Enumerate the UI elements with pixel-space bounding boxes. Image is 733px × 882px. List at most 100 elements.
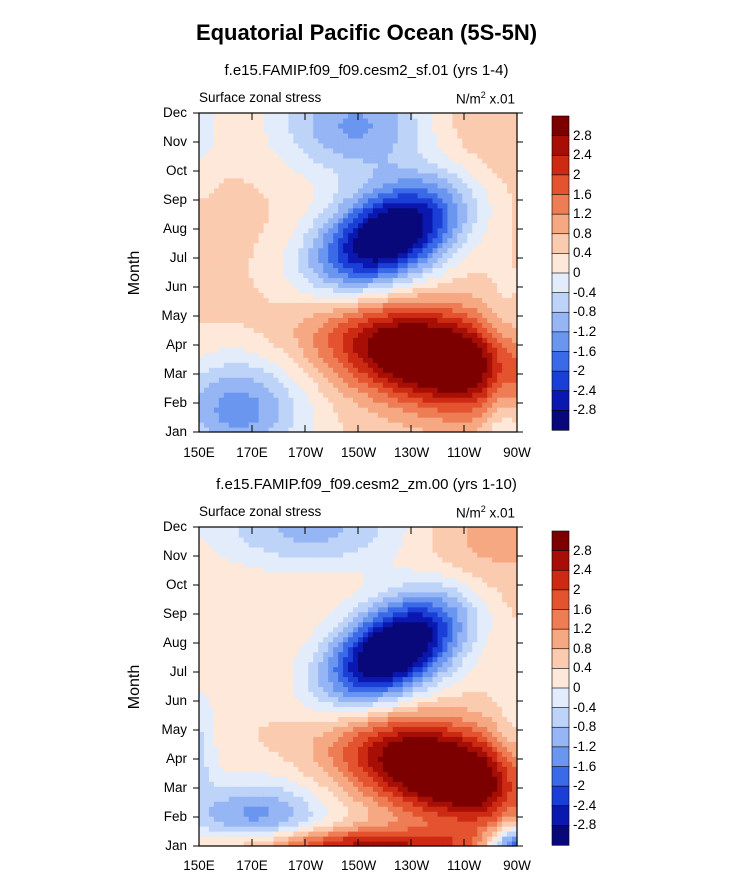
heatmap-cell [268, 322, 275, 328]
heatmap-cell [472, 262, 478, 269]
heatmap-cell [362, 147, 369, 154]
heatmap-cell [223, 551, 230, 558]
heatmap-cell [208, 631, 215, 638]
heatmap-cell [258, 207, 265, 214]
heatmap-cell [392, 337, 399, 343]
heatmap-cell [392, 122, 399, 129]
heatmap-cell [382, 127, 389, 134]
heatmap-cell [298, 332, 304, 338]
heatmap-cell [402, 257, 409, 264]
heatmap-cell [397, 197, 404, 204]
heatmap-cell [402, 382, 409, 388]
heatmap-cell [233, 322, 240, 328]
heatmap-cell [462, 202, 468, 209]
heatmap-cell [218, 172, 225, 179]
heatmap-cell [387, 172, 394, 179]
heatmap-cell [382, 227, 389, 234]
heatmap-cell [253, 626, 260, 633]
heatmap-cell [333, 217, 339, 224]
heatmap-cell [482, 202, 488, 209]
heatmap-cell [343, 247, 349, 254]
heatmap-cell [497, 232, 503, 239]
heatmap-cell [348, 412, 354, 418]
heatmap-cell [278, 317, 285, 323]
heatmap-cell [213, 357, 220, 363]
heatmap-cell [402, 113, 409, 119]
panel-1-left-label: Surface zonal stress [199, 90, 322, 105]
heatmap-cell [333, 227, 339, 234]
heatmap-cell [263, 257, 270, 264]
heatmap-cell [482, 367, 488, 373]
heatmap-cell [427, 217, 434, 224]
heatmap-cell [348, 207, 354, 214]
heatmap-cell [213, 387, 220, 393]
heatmap-cell [258, 791, 265, 797]
heatmap-cell [218, 641, 225, 648]
heatmap-cell [367, 242, 374, 249]
heatmap-cell [447, 167, 454, 174]
heatmap-cell [288, 187, 295, 194]
heatmap-cell [213, 142, 220, 149]
heatmap-cell [303, 382, 309, 388]
heatmap-cell [248, 626, 255, 633]
heatmap-cell [283, 207, 290, 214]
heatmap-cell [228, 801, 235, 807]
heatmap-cell [203, 147, 210, 154]
heatmap-cell [243, 671, 250, 678]
heatmap-cell [432, 167, 439, 174]
heatmap-cell [343, 347, 349, 353]
heatmap-cell [298, 182, 304, 189]
heatmap-cell [218, 821, 225, 827]
heatmap-cell [228, 576, 235, 583]
heatmap-cell [382, 222, 389, 229]
heatmap-cell [203, 247, 210, 254]
heatmap-cell [502, 252, 508, 259]
heatmap-cell [298, 402, 304, 408]
heatmap-cell [248, 377, 255, 383]
heatmap-cell [228, 362, 235, 368]
heatmap-cell [412, 337, 419, 343]
heatmap-cell [208, 397, 215, 403]
heatmap-cell [358, 237, 364, 244]
heatmap-cell [243, 541, 250, 548]
heatmap-cell [412, 267, 419, 274]
heatmap-cell [278, 187, 285, 194]
heatmap-cell [437, 397, 444, 403]
heatmap-cell [402, 362, 409, 368]
heatmap-cell [233, 387, 240, 393]
heatmap-cell [427, 307, 434, 313]
heatmap-cell [427, 113, 434, 119]
heatmap-cell [248, 681, 255, 688]
heatmap-cell [407, 307, 414, 313]
heatmap-cell [397, 342, 404, 348]
panel-1-subtitle: f.e15.FAMIP.f09_f09.cesm2_sf.01 (yrs 1-4… [224, 62, 509, 79]
heatmap-cell [313, 412, 319, 418]
heatmap-cell [417, 242, 424, 249]
heatmap-cell [233, 232, 240, 239]
heatmap-cell [452, 297, 458, 303]
heatmap-cell [293, 162, 299, 169]
heatmap-cell [238, 596, 245, 603]
heatmap-cell [303, 262, 309, 269]
heatmap-cell [208, 262, 215, 269]
heatmap-cell [382, 177, 389, 184]
heatmap-cell [343, 127, 349, 134]
heatmap-cell [452, 377, 458, 383]
heatmap-cell [199, 691, 205, 698]
heatmap-cell [397, 162, 404, 169]
heatmap-cell [412, 352, 419, 358]
heatmap-cell [497, 307, 503, 313]
heatmap-cell [288, 287, 295, 294]
heatmap-cell [333, 272, 339, 279]
panel-2-units-sup: 2 [480, 504, 486, 514]
heatmap-cell [487, 192, 493, 199]
heatmap-cell [233, 616, 240, 623]
heatmap-cell [233, 571, 240, 578]
heatmap-cell [353, 422, 359, 428]
heatmap-cell [203, 651, 210, 658]
heatmap-cell [323, 297, 329, 303]
heatmap-cell [372, 252, 379, 259]
heatmap-cell [208, 152, 215, 159]
heatmap-cell [432, 317, 439, 323]
heatmap-cell [402, 197, 409, 204]
